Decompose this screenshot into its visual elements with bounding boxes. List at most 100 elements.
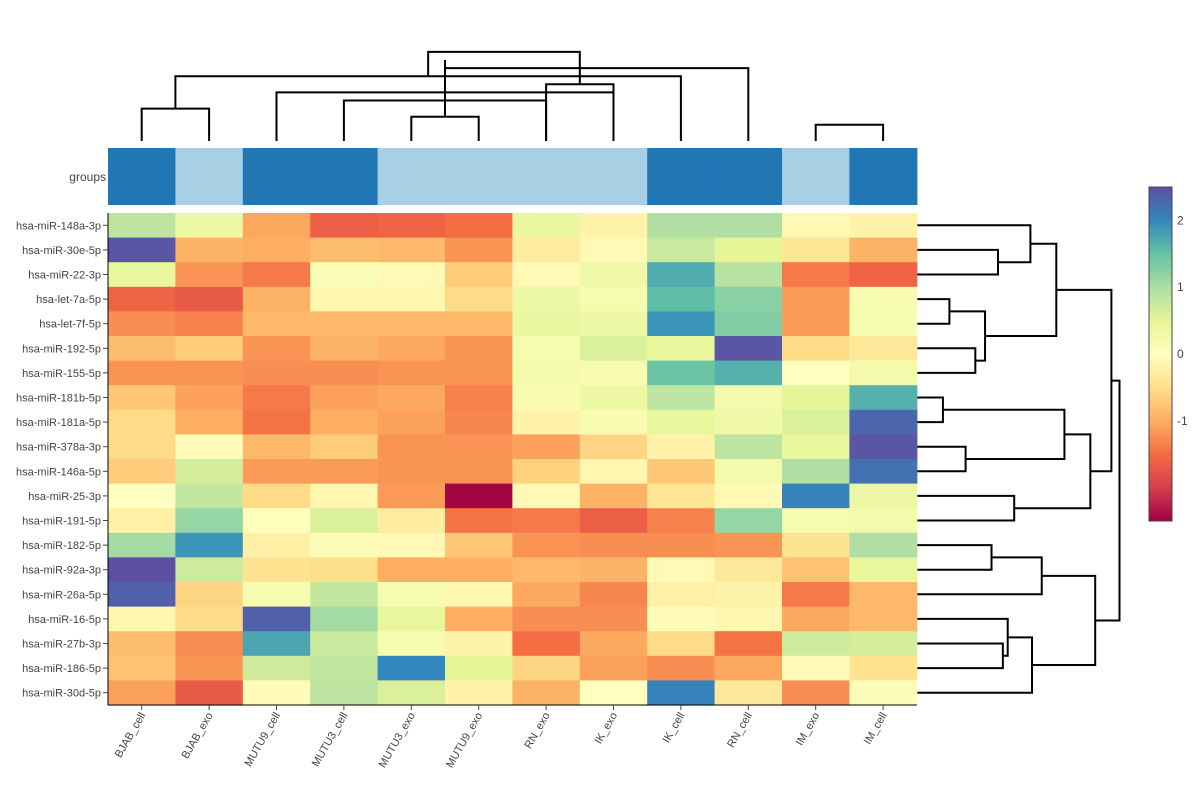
group-cell bbox=[445, 148, 513, 205]
column-dendrogram-link bbox=[814, 123, 885, 141]
heatmap-cell bbox=[782, 459, 850, 485]
heatmap-cell bbox=[175, 655, 244, 681]
heatmap-cell bbox=[310, 286, 379, 312]
column-label: MUTU9_cell bbox=[242, 711, 283, 769]
heatmap-cell bbox=[108, 434, 176, 460]
heatmap-cell bbox=[647, 213, 716, 239]
heatmap-cell bbox=[512, 237, 581, 263]
heatmap-cell bbox=[242, 409, 311, 435]
row-dendrogram-link bbox=[917, 224, 1032, 264]
row-label: hsa-let-7f-5p bbox=[39, 319, 101, 331]
heatmap-cell bbox=[579, 606, 648, 632]
heatmap-cell bbox=[512, 336, 581, 362]
heatmap-cell bbox=[647, 336, 716, 362]
row-dendrogram-link bbox=[917, 248, 999, 276]
heatmap-cell bbox=[377, 409, 446, 435]
heatmap-cell bbox=[175, 286, 244, 312]
row-label: hsa-miR-192-5p bbox=[22, 343, 101, 355]
groups-bar bbox=[108, 148, 918, 205]
heatmap-cell bbox=[647, 655, 716, 681]
heatmap-cell bbox=[782, 262, 850, 288]
heatmap-cell bbox=[242, 459, 311, 485]
heatmap-cell bbox=[849, 606, 918, 632]
heatmap-cell bbox=[714, 606, 783, 632]
heatmap-cell bbox=[579, 385, 648, 411]
heatmap-cell bbox=[579, 434, 648, 460]
heatmap-cell bbox=[445, 655, 513, 681]
heatmap-cell bbox=[242, 213, 311, 239]
heatmap-cell bbox=[242, 311, 311, 337]
heatmap-cell bbox=[579, 680, 648, 706]
row-dendrogram-link bbox=[917, 544, 993, 571]
heatmap-cell bbox=[714, 409, 783, 435]
heatmap-cell bbox=[782, 483, 850, 509]
colorbar-tick-label: 1 bbox=[1177, 280, 1184, 294]
heatmap-cell bbox=[714, 459, 783, 485]
heatmap-cell bbox=[377, 680, 446, 706]
heatmap-cell bbox=[512, 680, 581, 706]
heatmap-cell bbox=[782, 213, 850, 239]
heatmap-cell bbox=[310, 532, 379, 558]
heatmap-cell bbox=[579, 459, 648, 485]
heatmap-cell bbox=[512, 631, 581, 657]
column-dendrogram-link bbox=[410, 115, 480, 141]
heatmap-cell bbox=[175, 532, 244, 558]
heatmap-cell bbox=[310, 311, 379, 337]
heatmap-cell bbox=[242, 483, 311, 509]
row-dendrogram-link bbox=[949, 310, 987, 362]
heatmap-cell bbox=[782, 532, 850, 558]
column-dendrogram-link bbox=[444, 67, 750, 141]
row-label: hsa-miR-186-5p bbox=[22, 663, 101, 675]
group-cell bbox=[647, 148, 716, 205]
heatmap-cells bbox=[107, 213, 918, 706]
heatmap-cell bbox=[445, 385, 513, 411]
heatmap-cell bbox=[310, 409, 379, 435]
heatmap-cell bbox=[108, 631, 176, 657]
heatmap-cell bbox=[242, 508, 311, 534]
heatmap-cell bbox=[175, 508, 244, 534]
row-dendrogram-link bbox=[1095, 379, 1121, 622]
heatmap-cell bbox=[714, 286, 783, 312]
column-label: BJAB_exo bbox=[180, 711, 216, 761]
heatmap-cell bbox=[647, 680, 716, 706]
heatmap-cell bbox=[242, 680, 311, 706]
heatmap-cell bbox=[242, 655, 311, 681]
column-label: IK_cell bbox=[661, 711, 688, 746]
heatmap-cell bbox=[782, 582, 850, 608]
heatmap-cell bbox=[175, 483, 244, 509]
heatmap-cell bbox=[108, 459, 176, 485]
heatmap-cell bbox=[377, 385, 446, 411]
heatmap-cell bbox=[579, 286, 648, 312]
heatmap-cell bbox=[849, 213, 918, 239]
heatmap-cell bbox=[782, 237, 850, 263]
row-dendrogram bbox=[917, 224, 1121, 694]
heatmap-cell bbox=[782, 631, 850, 657]
heatmap-cell bbox=[849, 286, 918, 312]
row-dendrogram-link bbox=[917, 494, 1016, 522]
heatmap-cell bbox=[849, 631, 918, 657]
row-label: hsa-let-7a-5p bbox=[36, 294, 101, 306]
heatmap-cell bbox=[242, 582, 311, 608]
group-cell bbox=[849, 148, 918, 205]
heatmap-cell bbox=[242, 557, 311, 583]
row-dendrogram-link bbox=[985, 242, 1058, 337]
row-labels: hsa-miR-148a-3p hsa-miR-30e-5p hsa-miR-22-… bbox=[16, 220, 108, 700]
heatmap-cell bbox=[242, 262, 311, 288]
heatmap-cell bbox=[512, 286, 581, 312]
heatmap-cell bbox=[647, 385, 716, 411]
colorbar-tick-label: 0 bbox=[1177, 347, 1184, 361]
heatmap-cell bbox=[108, 655, 176, 681]
heatmap-cell bbox=[849, 336, 918, 362]
row-dendrogram-link bbox=[917, 617, 1009, 657]
heatmap-cell bbox=[377, 336, 446, 362]
heatmap-cell bbox=[445, 680, 513, 706]
row-label: hsa-miR-146a-5p bbox=[16, 466, 101, 478]
groups-label: groups bbox=[69, 170, 106, 184]
heatmap-cell bbox=[849, 483, 918, 509]
heatmap-cell bbox=[849, 262, 918, 288]
heatmap-cell bbox=[445, 360, 513, 386]
heatmap-cell bbox=[310, 680, 379, 706]
row-label: hsa-miR-25-3p bbox=[28, 491, 101, 503]
heatmap-cell bbox=[108, 311, 176, 337]
